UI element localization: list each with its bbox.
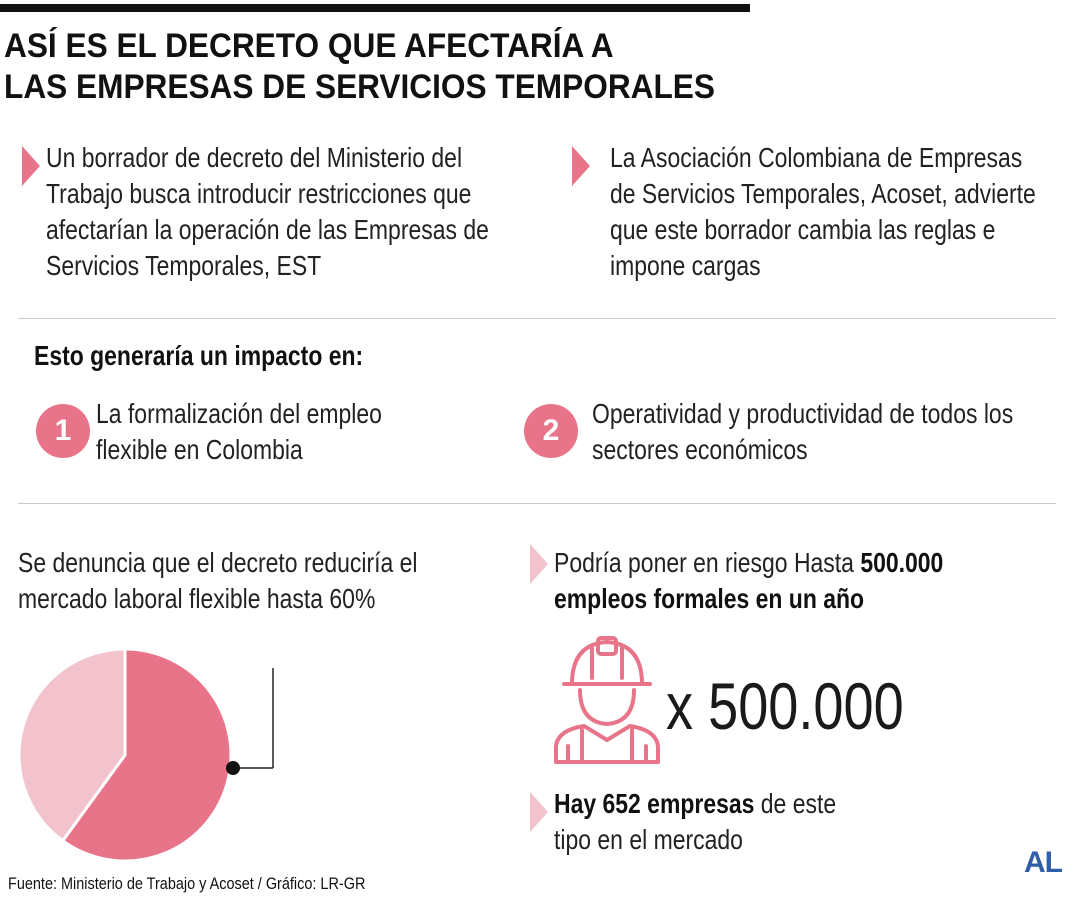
bullet-triangle-icon [572, 146, 590, 186]
pie-chart [17, 647, 274, 863]
intro-left-line: Trabajo busca introducir restricciones q… [46, 178, 472, 209]
impact-item-line: La formalización del empleo [96, 398, 382, 429]
intro-right-line: que este borrador cambia las reglas e [610, 214, 996, 245]
impact-item-line: flexible en Colombia [96, 434, 303, 465]
companies-line-1: Hay 652 empresas de este [554, 786, 836, 822]
leader-dot [226, 761, 240, 775]
risk-text: Podría poner en riesgo Hasta 500.000 emp… [554, 545, 943, 617]
impact-item-2: Operatividad y productividad de todos lo… [592, 396, 1013, 468]
market-line: mercado laboral flexible hasta 60% [18, 583, 376, 614]
companies-text: Hay 652 empresas de este tipo en el merc… [554, 786, 836, 858]
impact-heading: Esto generaría un impacto en: [34, 340, 364, 371]
number-badge: 2 [524, 404, 578, 458]
multiplier-value: x 500.000 [666, 669, 904, 743]
pie-slice [17, 647, 127, 843]
impact-item-line: Operatividad y productividad de todos lo… [592, 398, 1014, 429]
top-bar [0, 4, 750, 12]
bullet-triangle-icon [22, 146, 40, 186]
bullet-triangle-icon [530, 792, 548, 832]
title-line-1: ASÍ ES EL DECRETO QUE AFECTARÍA A [4, 27, 614, 65]
intro-left-line: Un borrador de decreto del Ministerio de… [46, 142, 463, 173]
impact-item-1: La formalización del empleo flexible en … [96, 396, 382, 468]
construction-worker-icon [554, 636, 660, 764]
risk-line-1: Podría poner en riesgo Hasta 500.000 [554, 545, 943, 581]
number-badge: 1 [36, 404, 90, 458]
pie-slice [60, 647, 233, 863]
title-line-2: LAS EMPRESAS DE SERVICIOS TEMPORALES [4, 68, 715, 106]
companies-plain: de este [754, 788, 837, 819]
intro-right-line: impone cargas [610, 250, 761, 281]
divider [18, 318, 1056, 319]
intro-right-line: La Asociación Colombiana de Empresas [610, 142, 1023, 173]
market-line: Se denuncia que el decreto reduciría el [18, 547, 418, 578]
logo: AL [1024, 846, 1063, 879]
divider [18, 503, 1056, 504]
risk-bold: empleos formales en un año [554, 583, 865, 614]
intro-left-line: Servicios Temporales, EST [46, 250, 322, 281]
market-text: Se denuncia que el decreto reduciría el … [18, 545, 418, 617]
source-note: Fuente: Ministerio de Trabajo y Acoset /… [8, 874, 366, 893]
page-title: ASÍ ES EL DECRETO QUE AFECTARÍA A LAS EM… [4, 26, 841, 108]
risk-number: 500.000 [860, 547, 944, 578]
risk-plain: Podría poner en riesgo Hasta [554, 547, 861, 578]
impact-item-line: sectores económicos [592, 434, 808, 465]
intro-left-text: Un borrador de decreto del Ministerio de… [46, 140, 489, 284]
companies-line-2: tipo en el mercado [554, 824, 743, 855]
intro-right-text: La Asociación Colombiana de Empresas de … [610, 140, 1036, 284]
intro-right-line: de Servicios Temporales, Acoset, adviert… [610, 178, 1036, 209]
risk-line-2: empleos formales en un año [554, 581, 943, 617]
companies-bold: Hay 652 empresas [554, 788, 755, 819]
intro-left-line: afectarían la operación de las Empresas … [46, 214, 489, 245]
bullet-triangle-icon [530, 544, 548, 584]
